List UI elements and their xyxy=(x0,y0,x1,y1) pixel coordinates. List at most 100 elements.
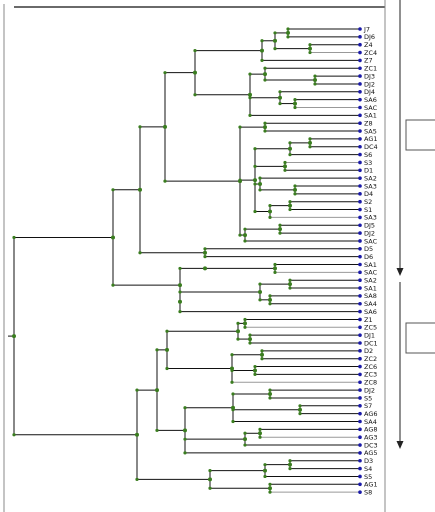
leaf-dot xyxy=(358,364,362,369)
leaf-dot xyxy=(358,168,362,173)
leaf-label: DJ2 xyxy=(364,386,375,394)
junction-dot xyxy=(308,50,312,55)
inner-node-dot xyxy=(268,392,272,397)
leaf-label: SA6 xyxy=(364,308,377,316)
leaf-dot xyxy=(358,74,362,78)
junction-dot xyxy=(283,160,287,165)
junction-dot xyxy=(278,231,282,235)
junction-dot xyxy=(248,341,252,345)
junction-dot xyxy=(258,435,262,439)
inner-node-dot xyxy=(253,368,257,373)
junction-dot xyxy=(208,486,212,490)
leaf-dot xyxy=(358,113,362,118)
leaf-label: ZC3 xyxy=(364,371,377,379)
junction-dot xyxy=(263,66,267,70)
junction-dot xyxy=(165,329,169,333)
junction-dot xyxy=(258,282,262,286)
leaf-label: SAC xyxy=(364,237,378,245)
leaf-label: ZC4 xyxy=(364,49,377,57)
leaf-dot xyxy=(358,427,362,432)
inner-node-dot xyxy=(263,72,267,77)
leaf-dot xyxy=(358,301,362,306)
branch-lines xyxy=(8,28,360,493)
inner-node-dot xyxy=(263,125,267,130)
inner-node-dot xyxy=(273,266,277,271)
inner-node-dot xyxy=(165,347,169,352)
junction-dot xyxy=(288,459,292,463)
leaf-dot xyxy=(358,451,362,455)
junction-dot xyxy=(238,233,242,237)
inner-node-dot xyxy=(248,92,252,97)
inner-node-dot xyxy=(163,124,167,129)
junction-dot xyxy=(260,39,264,43)
leaf-dot xyxy=(358,380,362,385)
junction-dot xyxy=(135,388,139,392)
junction-dot xyxy=(243,317,247,322)
leaf-label: D1 xyxy=(364,167,373,175)
inner-node-dot xyxy=(183,428,187,433)
inner-node-dot xyxy=(288,203,292,208)
leaf-dot xyxy=(358,294,362,298)
leaf-label: SA4 xyxy=(364,300,377,308)
leaf-label: SA4 xyxy=(364,418,377,426)
leaf-label: DJ2 xyxy=(364,229,375,237)
junction-dot xyxy=(288,200,292,204)
junction-dot xyxy=(163,179,167,183)
leaf-label: AG1 xyxy=(364,481,378,489)
leaf-label: ZC8 xyxy=(364,379,377,387)
leaf-dot xyxy=(358,50,362,55)
junction-dot xyxy=(155,428,159,432)
leaf-label: SA5 xyxy=(364,127,377,135)
junction-dot xyxy=(253,372,257,376)
inner-node-dot xyxy=(278,227,282,232)
leaf-dot xyxy=(358,341,362,345)
junction-dot xyxy=(178,266,182,271)
leaf-dot xyxy=(358,207,362,212)
leaf-dot xyxy=(358,137,362,141)
leaf-label: SA2 xyxy=(364,174,377,182)
leaf-label: S8 xyxy=(364,488,372,496)
inner-node-dot xyxy=(248,337,252,342)
inner-node-dot xyxy=(236,329,240,334)
leaf-label: Z8 xyxy=(364,120,373,128)
leaf-dot xyxy=(358,388,362,392)
leaf-label: SA8 xyxy=(364,292,377,300)
leaf-dot xyxy=(358,333,362,337)
leaf-label: DJ3 xyxy=(364,72,375,80)
leaf-label: DJ2 xyxy=(364,80,375,88)
junction-dot xyxy=(243,227,247,231)
leaf-label: S3 xyxy=(364,159,372,167)
inner-node-dot xyxy=(288,146,292,151)
junction-dot xyxy=(258,176,262,180)
junction-dot xyxy=(183,406,187,410)
junction-dot xyxy=(253,164,257,168)
junction-dot xyxy=(183,451,187,455)
leaf-label: SA3 xyxy=(364,182,377,190)
inner-node-dot xyxy=(208,477,212,482)
junction-dot xyxy=(288,467,292,471)
inner-node-dot xyxy=(260,352,264,357)
side-box-bottom xyxy=(405,322,435,354)
inner-node-dot xyxy=(12,334,16,339)
inner-node-dot xyxy=(263,468,267,473)
leaf-label: ZC1 xyxy=(364,65,377,73)
leaf-label: J7 xyxy=(363,25,370,33)
junction-dot xyxy=(278,223,282,227)
junction-dot xyxy=(268,294,272,298)
leaf-label: D5 xyxy=(364,245,373,253)
junction-dot xyxy=(268,215,272,219)
leaf-label: D3 xyxy=(364,457,373,465)
inner-node-dot xyxy=(111,235,115,240)
junction-dot xyxy=(308,137,312,141)
inner-node-dot xyxy=(243,321,247,326)
inner-nodes xyxy=(12,27,317,494)
junction-dot xyxy=(138,251,142,255)
leaf-labels: J7DJ6Z4ZC4Z7ZC1DJ3DJ2DJ4SA6SACSA1Z8SA5AG… xyxy=(363,25,378,496)
leaf-dot xyxy=(358,35,362,39)
junction-dot xyxy=(293,105,297,110)
leaf-dot xyxy=(358,349,362,353)
junction-dot xyxy=(231,419,235,424)
junction-dot xyxy=(288,207,292,212)
junction-dot xyxy=(263,463,267,467)
